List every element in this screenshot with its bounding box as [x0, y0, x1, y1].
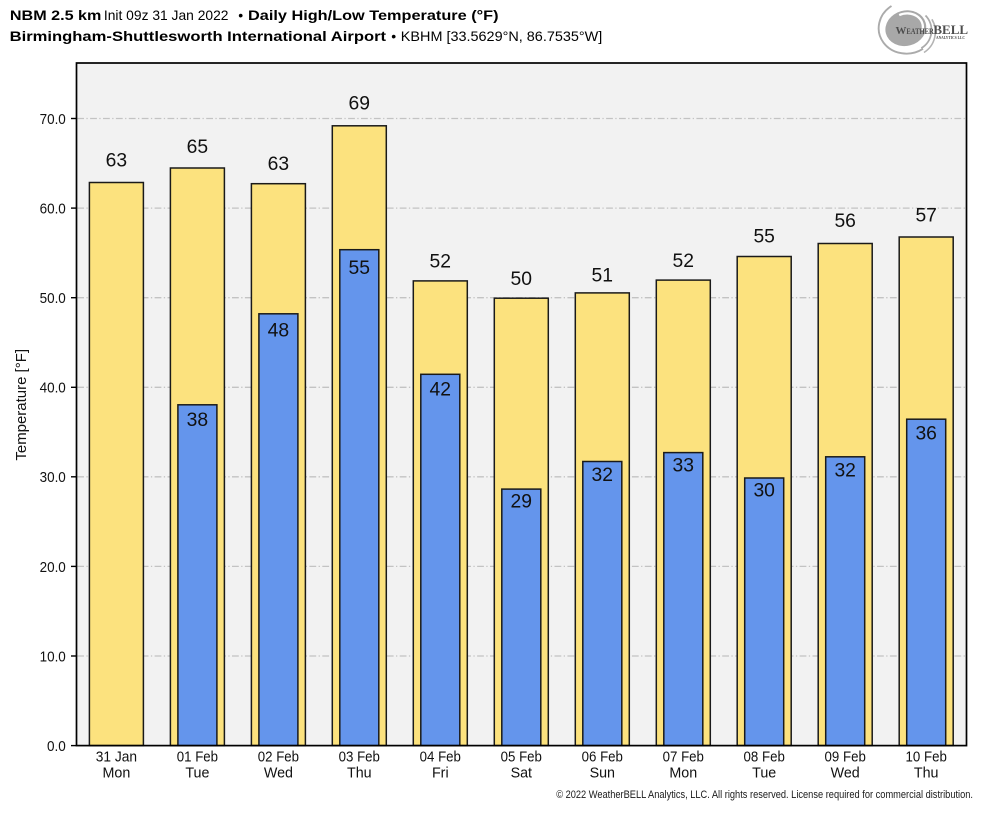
svg-text:20.0: 20.0	[40, 560, 66, 576]
svg-text:10 Feb: 10 Feb	[906, 749, 947, 765]
svg-text:50.0: 50.0	[40, 291, 66, 307]
svg-text:36: 36	[915, 422, 937, 444]
svg-text:Mon: Mon	[102, 766, 130, 782]
svg-text:57: 57	[915, 204, 937, 226]
svg-text:WEATHERBELL: WEATHERBELL	[896, 22, 969, 37]
svg-text:52: 52	[430, 251, 452, 273]
svg-text:33: 33	[673, 454, 695, 476]
svg-text:30.0: 30.0	[40, 470, 66, 486]
svg-text:32: 32	[834, 460, 856, 482]
svg-text:63: 63	[268, 153, 290, 175]
svg-text:ANALYTICS LLC: ANALYTICS LLC	[936, 35, 965, 40]
svg-text:01 Feb: 01 Feb	[177, 749, 218, 765]
svg-text:56: 56	[834, 210, 856, 232]
svg-text:Sun: Sun	[590, 766, 615, 782]
svg-text:65: 65	[187, 136, 209, 158]
svg-text:55: 55	[349, 257, 371, 279]
svg-text:52: 52	[673, 250, 695, 272]
svg-text:Tue: Tue	[752, 766, 776, 782]
svg-text:38: 38	[187, 409, 209, 431]
svg-text:Thu: Thu	[347, 766, 372, 782]
svg-text:0.0: 0.0	[47, 739, 66, 755]
svg-text:Fri: Fri	[432, 766, 449, 782]
svg-text:09 Feb: 09 Feb	[825, 749, 866, 765]
svg-text:02 Feb: 02 Feb	[258, 749, 299, 765]
svg-text:Thu: Thu	[914, 766, 939, 782]
svg-text:03 Feb: 03 Feb	[339, 749, 380, 765]
svg-text:Wed: Wed	[264, 766, 293, 782]
svg-text:30: 30	[753, 479, 775, 501]
svg-text:70.0: 70.0	[40, 112, 66, 128]
svg-text:07 Feb: 07 Feb	[663, 749, 704, 765]
svg-text:32: 32	[592, 464, 614, 486]
svg-text:42: 42	[430, 379, 452, 401]
svg-text:Temperature [°F]: Temperature [°F]	[13, 349, 30, 461]
svg-text:06 Feb: 06 Feb	[582, 749, 623, 765]
svg-text:40.0: 40.0	[40, 381, 66, 397]
svg-text:05 Feb: 05 Feb	[501, 749, 542, 765]
svg-text:04 Feb: 04 Feb	[420, 749, 461, 765]
svg-text:69: 69	[349, 93, 371, 115]
svg-text:Sat: Sat	[511, 766, 532, 782]
svg-text:10.0: 10.0	[40, 649, 66, 665]
svg-text:51: 51	[592, 264, 614, 286]
svg-text:Birmingham-Shuttlesworth Inter: Birmingham-Shuttlesworth International A…	[10, 28, 603, 44]
svg-text:50: 50	[511, 268, 533, 290]
svg-text:29: 29	[511, 490, 533, 512]
svg-text:Tue: Tue	[185, 766, 209, 782]
svg-text:55: 55	[753, 226, 775, 248]
svg-text:60.0: 60.0	[40, 202, 66, 218]
svg-text:Mon: Mon	[669, 766, 697, 782]
svg-text:63: 63	[106, 150, 128, 172]
svg-text:31 Jan: 31 Jan	[96, 749, 137, 765]
svg-text:08 Feb: 08 Feb	[744, 749, 785, 765]
svg-text:48: 48	[268, 320, 290, 342]
svg-text:© 2022 WeatherBELL Analytics,: © 2022 WeatherBELL Analytics, LLC. All r…	[556, 789, 973, 801]
svg-text:Wed: Wed	[831, 766, 860, 782]
